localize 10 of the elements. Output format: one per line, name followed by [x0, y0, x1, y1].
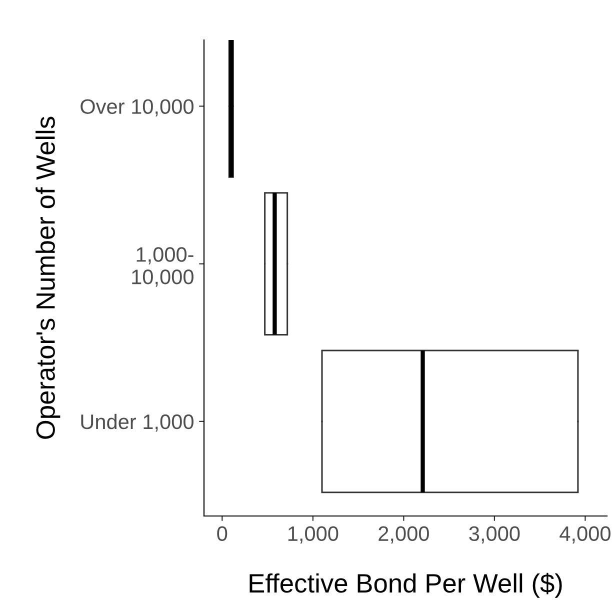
y-tick-label: 1,000- 10,000 [132, 247, 194, 287]
y-tick-label: Over 10,000 [80, 99, 194, 116]
y-tick-label: Under 1,000 [81, 414, 194, 432]
x-axis-title: Effective Bond Per Well ($) [250, 572, 562, 598]
y-axis-title: Operator's Number of Wells [36, 116, 60, 439]
x-tick-label: 2,000 [378, 526, 429, 544]
x-tick-label: 0 [217, 526, 228, 542]
x-tick-label: 4,000 [560, 526, 610, 544]
x-tick-label: 1,000 [288, 526, 338, 544]
x-tick-label: 3,000 [469, 526, 520, 544]
